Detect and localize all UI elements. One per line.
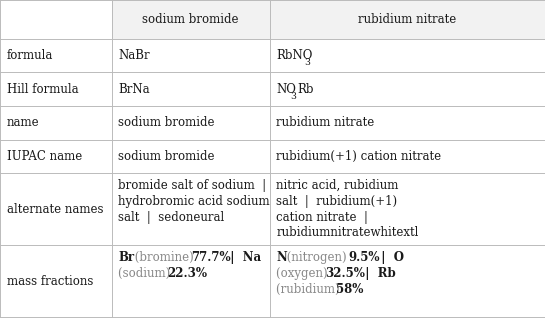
Text: sodium bromide: sodium bromide [118,150,215,163]
Text: |  Rb: | Rb [356,267,396,280]
Text: sodium bromide: sodium bromide [118,116,215,129]
Text: 3: 3 [290,92,296,101]
Text: salt  |  sedoneural: salt | sedoneural [118,211,225,224]
Text: RbNO: RbNO [276,49,313,62]
Text: 22.3%: 22.3% [167,267,207,280]
Text: Rb: Rb [298,83,314,95]
Text: (sodium): (sodium) [118,267,174,280]
Text: 58%: 58% [336,283,364,296]
Bar [112,0,270,39]
Text: N: N [276,251,287,264]
Text: Hill formula: Hill formula [7,83,78,95]
Text: formula: formula [7,49,53,62]
Text: name: name [7,116,39,129]
Text: (bromine): (bromine) [131,251,197,264]
Text: IUPAC name: IUPAC name [7,150,82,163]
Text: cation nitrate  |: cation nitrate | [276,211,368,224]
Bar [270,0,545,39]
Text: Br: Br [118,251,135,264]
Text: (oxygen): (oxygen) [276,267,332,280]
Text: 3: 3 [305,58,311,67]
Text: rubidium(+1) cation nitrate: rubidium(+1) cation nitrate [276,150,441,163]
Text: rubidium nitrate: rubidium nitrate [276,116,374,129]
Text: rubidiumnitratewhitextl: rubidiumnitratewhitextl [276,226,419,239]
Text: (nitrogen): (nitrogen) [282,251,350,264]
Text: NO: NO [276,83,296,95]
Text: |  Na: | Na [222,251,261,264]
Text: bromide salt of sodium  |: bromide salt of sodium | [118,179,267,192]
Text: nitric acid, rubidium: nitric acid, rubidium [276,179,399,192]
Text: rubidium nitrate: rubidium nitrate [358,13,457,26]
Text: 32.5%: 32.5% [325,267,365,280]
Text: mass fractions: mass fractions [7,275,93,288]
Text: (rubidium): (rubidium) [276,283,344,296]
Text: sodium bromide: sodium bromide [142,13,239,26]
Text: |  O: | O [373,251,404,264]
Text: 9.5%: 9.5% [348,251,379,264]
Text: alternate names: alternate names [7,203,103,216]
Text: salt  |  rubidium(+1): salt | rubidium(+1) [276,195,397,208]
Text: hydrobromic acid sodium: hydrobromic acid sodium [118,195,270,208]
Text: 77.7%: 77.7% [191,251,231,264]
Text: BrNa: BrNa [118,83,150,95]
Text: NaBr: NaBr [118,49,150,62]
